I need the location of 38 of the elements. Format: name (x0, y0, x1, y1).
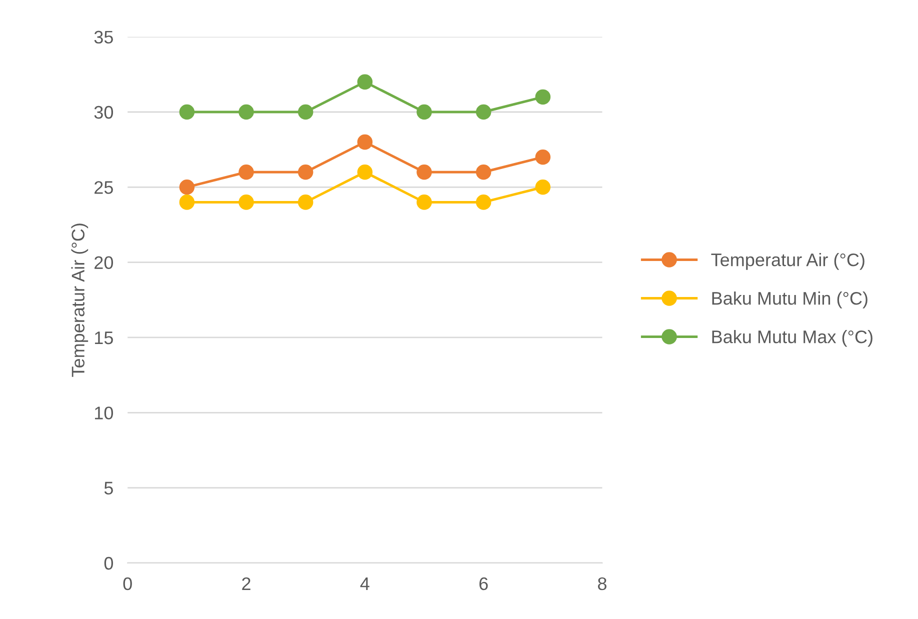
point (535, 180, 551, 195)
y-tick-label: 35 (94, 30, 113, 44)
point (357, 134, 373, 150)
point (416, 164, 432, 180)
point (179, 180, 195, 195)
point (179, 194, 195, 210)
x-tick-label: 4 (360, 578, 370, 590)
point (298, 104, 314, 120)
x-tick-label: 0 (123, 577, 132, 590)
point (535, 149, 551, 165)
legend-label: Baku Mutu Min (°C) (712, 291, 868, 308)
point (416, 194, 432, 210)
y-tick-label: 5 (104, 482, 113, 495)
point (476, 164, 492, 180)
y-tick-label: 25 (94, 181, 113, 194)
point (298, 194, 314, 210)
point (238, 194, 254, 210)
y-tick-label: 30 (94, 106, 114, 119)
legend-label: Baku Mutu Max (°C) (712, 330, 872, 347)
point (535, 89, 551, 105)
point (298, 164, 314, 180)
point (238, 104, 254, 120)
point (416, 104, 432, 120)
point (179, 104, 195, 120)
y-axis-title: Temperatur Air (°C) (71, 224, 88, 377)
y-tick-label: 10 (95, 406, 114, 420)
point (476, 194, 492, 210)
point (357, 164, 373, 180)
x-tick-label: 8 (598, 577, 606, 590)
y-tick-label: 0 (104, 556, 114, 570)
y-tick-label: 20 (94, 256, 114, 270)
legend-label: Temperatur Air (°C) (711, 252, 864, 270)
point (357, 74, 373, 90)
x-tick-label: 2 (242, 577, 250, 590)
point (476, 104, 492, 120)
y-tick-label: 15 (95, 332, 113, 344)
point (238, 164, 254, 180)
x-tick-label: 6 (479, 577, 488, 590)
